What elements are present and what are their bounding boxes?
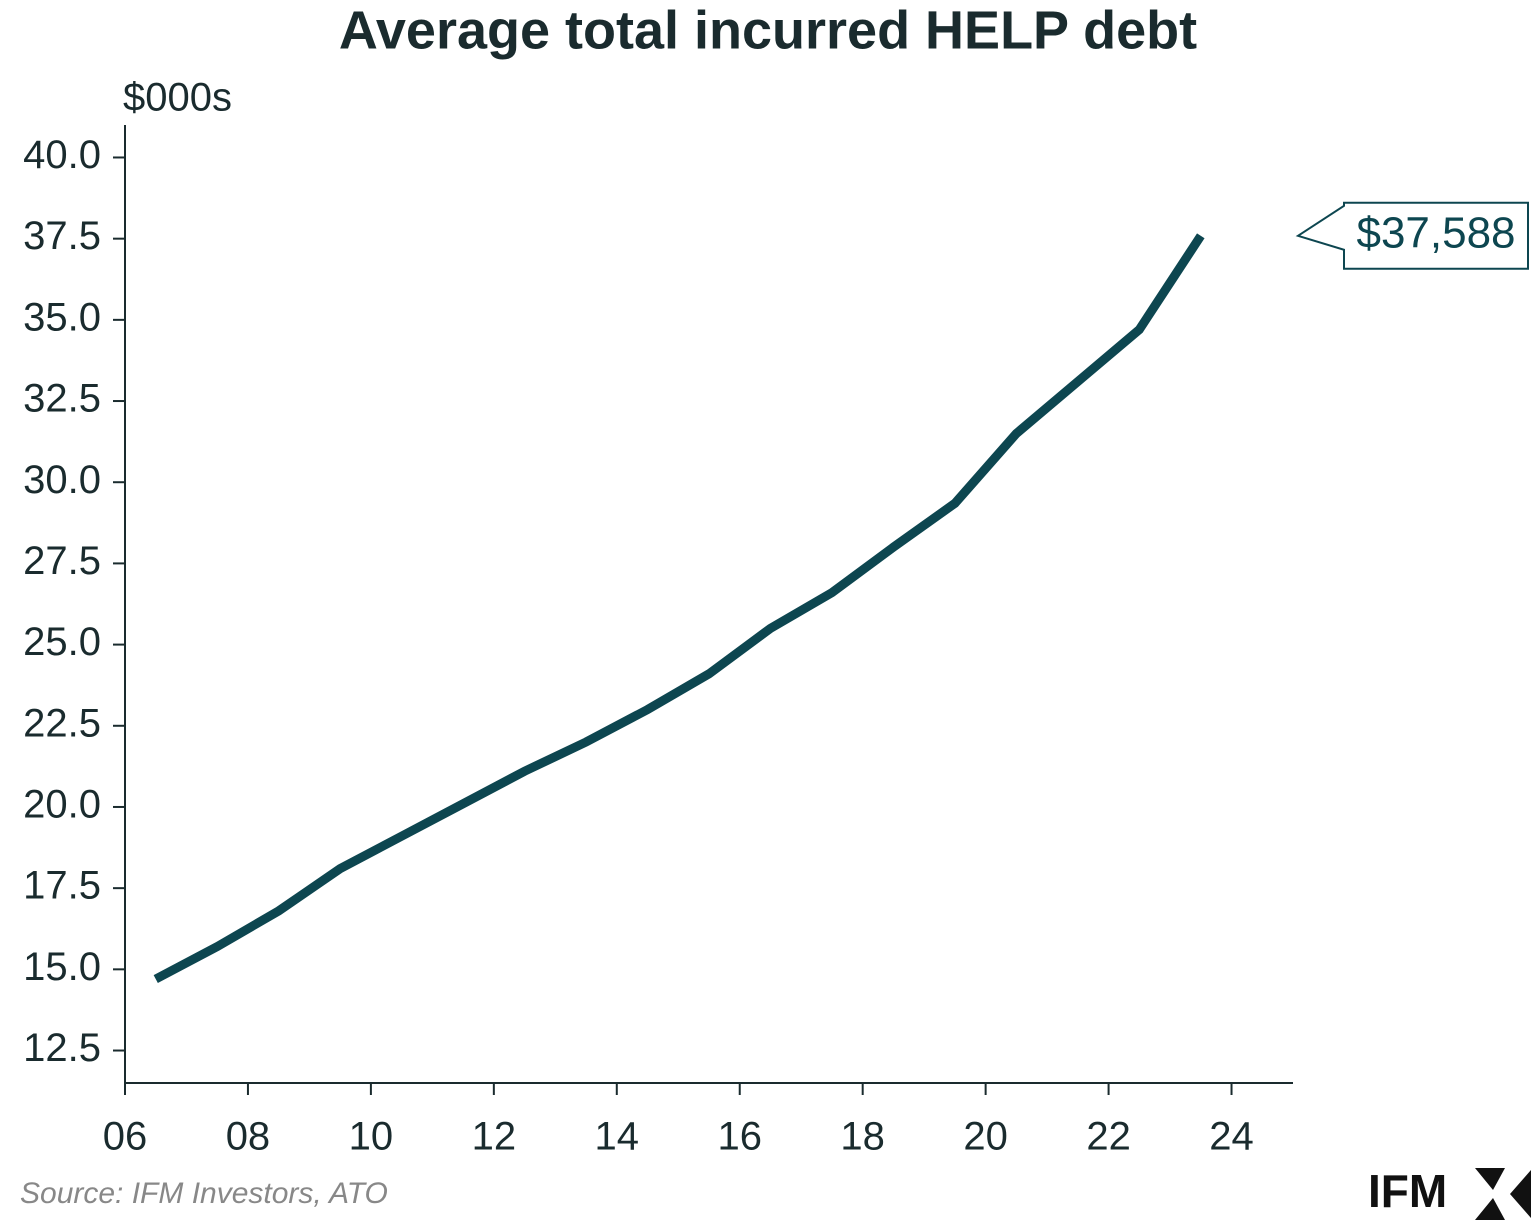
- logo-text: IFM: [1368, 1165, 1447, 1217]
- logo-icon: [1475, 1168, 1531, 1220]
- x-tick-label: 18: [840, 1115, 885, 1159]
- source: Source: IFM Investors, ATO: [20, 1177, 388, 1210]
- y-tick-label: 12.5: [23, 1026, 101, 1070]
- y-tick-label: 20.0: [23, 783, 101, 827]
- y-axis-label: $000s: [123, 76, 232, 120]
- y-tick-label: 22.5: [23, 701, 101, 745]
- y-tick-label: 15.0: [23, 945, 101, 989]
- callout-box: [1295, 201, 1529, 270]
- x-tick-label: 16: [717, 1115, 762, 1159]
- y-tick-label: 25.0: [23, 620, 101, 664]
- y-tick-label: 40.0: [23, 133, 101, 177]
- y-tick-label: 27.5: [23, 539, 101, 583]
- x-tick-label: 22: [1086, 1115, 1131, 1159]
- value-label: $37,588: [1356, 208, 1515, 257]
- y-tick-label: 32.5: [23, 377, 101, 421]
- chart-title: Average total incurred HELP debt: [339, 0, 1197, 60]
- y-tick-label: 35.0: [23, 295, 101, 339]
- x-tick-label: 24: [1209, 1115, 1254, 1159]
- x-tick-label: 12: [472, 1115, 517, 1159]
- y-tick-label: 30.0: [23, 458, 101, 502]
- x-tick-label: 10: [349, 1115, 394, 1159]
- y-tick-label: 17.5: [23, 864, 101, 908]
- x-tick-label: 08: [226, 1115, 271, 1159]
- x-tick-label: 14: [595, 1115, 640, 1159]
- y-tick-label: 37.5: [23, 214, 101, 258]
- x-tick-label: 20: [963, 1115, 1008, 1159]
- x-tick-label: 06: [103, 1115, 148, 1159]
- line: [153, 233, 1205, 984]
